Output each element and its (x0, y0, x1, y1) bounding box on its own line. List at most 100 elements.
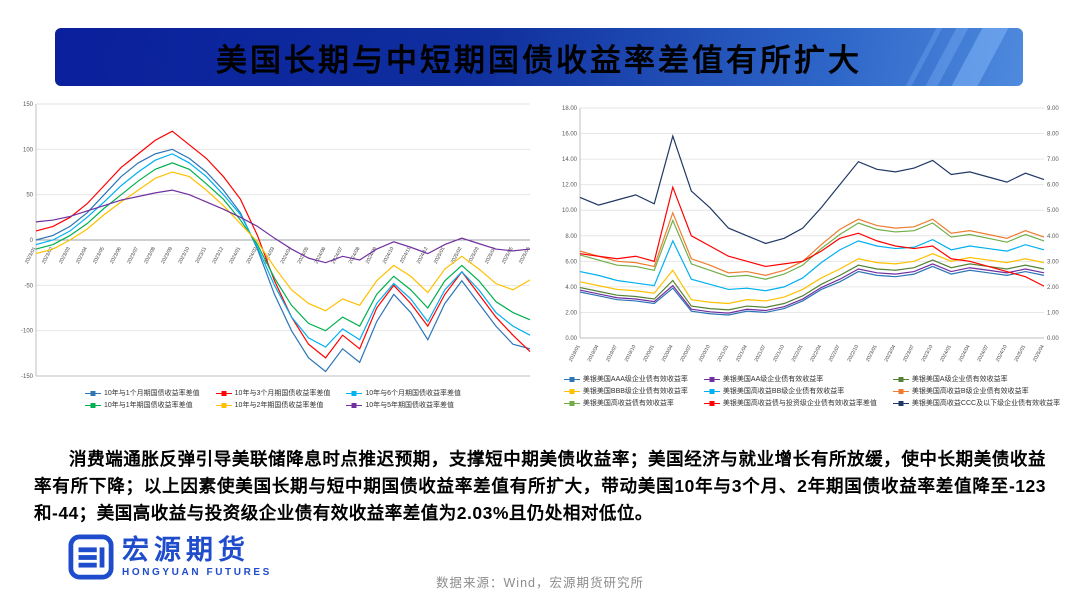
svg-text:2020/07: 2020/07 (679, 344, 693, 363)
hongyuan-logo: 宏源期货 HONGYUAN FUTURES (68, 534, 272, 580)
svg-text:12.00: 12.00 (562, 183, 578, 189)
svg-text:2025/01: 2025/01 (433, 246, 447, 265)
svg-text:2023/08: 2023/08 (143, 246, 157, 265)
svg-text:2024/04: 2024/04 (958, 344, 972, 363)
legend-label: 美银美国高收益债与投资级企业债有效收益率差值 (722, 400, 877, 407)
svg-text:2022/04: 2022/04 (809, 344, 823, 363)
svg-text:2024/01: 2024/01 (228, 246, 242, 265)
legend-label: 10年与1个月期国债收益率差值 (103, 390, 200, 397)
svg-text:4.00: 4.00 (565, 285, 577, 291)
legend-marker-icon (892, 388, 909, 394)
svg-text:14.00: 14.00 (562, 157, 578, 163)
commentary-text: 消费端通胀反弹引导美联储降息时点推迟预期，支撑短中期美债收益率；美国经济与就业增… (34, 449, 1046, 524)
legend-item: 美银美国A级企业债有效收益率 (892, 374, 1060, 384)
svg-text:6.00: 6.00 (1047, 183, 1059, 189)
logo-english: HONGYUAN FUTURES (122, 567, 272, 579)
treasury-spread-chart: -150 -100 -50 0 50 100 150 2023/01 2023/02 2023/0… (6, 96, 540, 410)
svg-text:5.00: 5.00 (1047, 208, 1059, 214)
svg-text:2020/04: 2020/04 (661, 344, 675, 363)
svg-text:2020/10: 2020/10 (698, 344, 712, 363)
legend-marker-icon (563, 376, 580, 382)
svg-text:9.00: 9.00 (1047, 106, 1059, 112)
svg-text:2023/10: 2023/10 (921, 344, 935, 363)
corporate-yield-chart: 0.00 2.00 4.00 6.00 8.00 10.00 12.00 14.00 16.00… (550, 100, 1074, 408)
svg-text:8.00: 8.00 (1047, 132, 1059, 138)
svg-text:2025/02: 2025/02 (450, 246, 464, 265)
logo-text: 宏源期货 HONGYUAN FUTURES (122, 534, 272, 579)
svg-text:2024/07: 2024/07 (976, 344, 990, 363)
legend-item: 10年与5年期国债收益率差值 (346, 400, 461, 410)
legend-label: 美银美国高收益CCC及以下级企业债有效收益率 (911, 400, 1061, 407)
legend-item: 美银美国AAA级企业债有效收益率 (563, 374, 688, 384)
treasury-spread-legend: 10年与1个月期国债收益率差值 10年与3个月期国债收益率差值 10年与6个月期国债… (6, 388, 540, 410)
svg-text:2022/01: 2022/01 (791, 344, 805, 363)
svg-text:18.00: 18.00 (562, 106, 578, 112)
legend-marker-icon (84, 402, 101, 408)
svg-text:2023/11: 2023/11 (195, 246, 209, 265)
svg-text:2024/12: 2024/12 (416, 246, 430, 265)
legend-item: 美银美国高收益BB级企业债有效收益率 (703, 386, 877, 396)
svg-text:2025/04: 2025/04 (1032, 344, 1046, 363)
svg-text:2023/01: 2023/01 (865, 344, 879, 363)
svg-text:2023/12: 2023/12 (211, 246, 225, 265)
svg-text:50: 50 (26, 193, 33, 199)
svg-text:8.00: 8.00 (565, 234, 577, 240)
svg-text:2023/06: 2023/06 (109, 246, 123, 265)
chart-canvas: 0.00 2.00 4.00 6.00 8.00 10.00 12.00 14.00 16.00… (562, 106, 1059, 363)
svg-text:2025/01: 2025/01 (1013, 344, 1027, 363)
legend-label: 美银美国高收益BB级企业债有效收益率 (722, 388, 845, 395)
svg-text:2.00: 2.00 (565, 310, 577, 316)
svg-text:2019/04: 2019/04 (587, 344, 601, 363)
svg-text:2023/05: 2023/05 (92, 246, 106, 265)
svg-text:2023/09: 2023/09 (160, 246, 174, 265)
legend-label: 10年与6个月期国债收益率差值 (365, 390, 462, 397)
legend-marker-icon (703, 376, 720, 382)
svg-text:2024/07: 2024/07 (331, 246, 345, 265)
svg-text:2023/07: 2023/07 (902, 344, 916, 363)
svg-text:2024/10: 2024/10 (382, 246, 396, 265)
legend-label: 10年与5年期国债收益率差值 (365, 402, 455, 409)
svg-text:2025/05: 2025/05 (501, 246, 515, 265)
legend-label: 美银美国BBB级企业债有效收益率 (582, 388, 688, 395)
svg-text:0: 0 (30, 238, 34, 244)
legend-label: 美银美国高收益债有效收益率 (582, 400, 674, 407)
data-source: 数据来源：Wind，宏源期货研究所 (436, 576, 644, 590)
svg-text:0.00: 0.00 (1047, 336, 1059, 342)
legend-label: 10年与3个月期国债收益率差值 (234, 390, 331, 397)
legend-item: 美银美国高收益债有效收益率 (563, 398, 688, 408)
legend-marker-icon (215, 390, 232, 396)
logo-chinese: 宏源期货 (122, 534, 250, 565)
legend-item: 美银美国高收益B级企业债有效收益率 (892, 386, 1060, 396)
svg-text:2022/07: 2022/07 (828, 344, 842, 363)
legend-label: 美银美国A级企业债有效收益率 (911, 376, 1008, 383)
legend-item: 美银美国BBB级企业债有效收益率 (563, 386, 688, 396)
legend-item: 10年与6个月期国债收益率差值 (346, 388, 461, 398)
svg-text:0.00: 0.00 (565, 336, 577, 342)
hongyuan-logo-icon (68, 534, 114, 580)
svg-text:2.00: 2.00 (1047, 285, 1059, 291)
legend-marker-icon (346, 402, 363, 408)
svg-text:10.00: 10.00 (562, 208, 578, 214)
legend-label: 10年与2年期国债收益率差值 (234, 402, 324, 409)
svg-text:2021/10: 2021/10 (772, 344, 786, 363)
legend-label: 10年与1年期国债收益率差值 (103, 402, 193, 409)
legend-marker-icon (703, 400, 720, 406)
svg-text:2024/08: 2024/08 (348, 246, 362, 265)
svg-text:2021/07: 2021/07 (754, 344, 768, 363)
legend-marker-icon (892, 400, 909, 406)
legend-label: 美银美国高收益B级企业债有效收益率 (911, 388, 1029, 395)
treasury-spread-plot: -150 -100 -50 0 50 100 150 2023/01 2023/02 2023/0… (6, 96, 540, 384)
svg-text:16.00: 16.00 (562, 132, 578, 138)
svg-text:-100: -100 (21, 329, 34, 335)
corporate-yield-plot: 0.00 2.00 4.00 6.00 8.00 10.00 12.00 14.00 16.00… (550, 100, 1074, 370)
svg-text:-150: -150 (21, 374, 34, 380)
legend-item: 美银美国高收益CCC及以下级企业债有效收益率 (892, 398, 1061, 408)
svg-text:2019/07: 2019/07 (605, 344, 619, 363)
svg-text:2022/10: 2022/10 (846, 344, 860, 363)
svg-text:2023/07: 2023/07 (126, 246, 140, 265)
svg-text:2021/01: 2021/01 (716, 344, 730, 363)
svg-text:2024/11: 2024/11 (399, 246, 413, 265)
legend-item: 美银美国高收益债与投资级企业债有效收益率差值 (703, 398, 877, 408)
